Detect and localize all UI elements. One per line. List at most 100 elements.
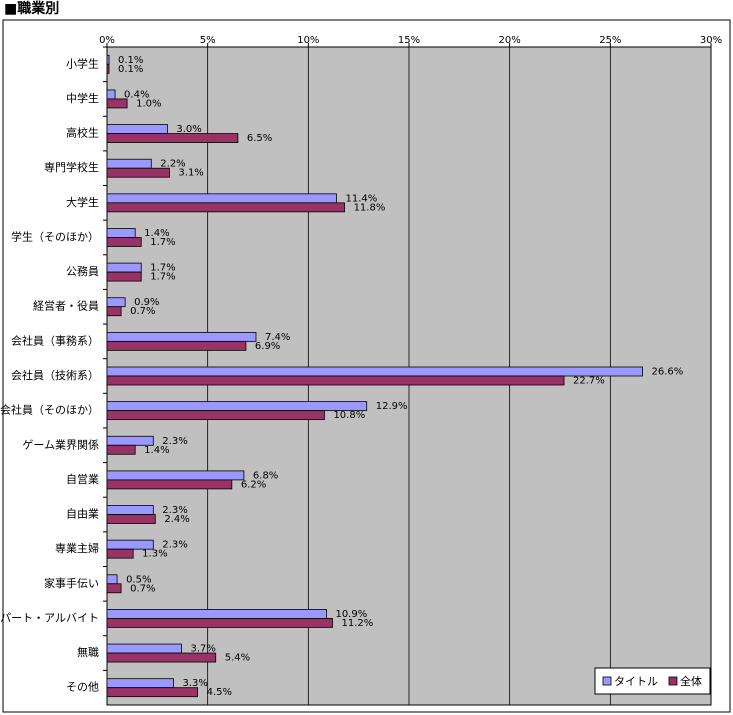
y-tick-label: 公務員 <box>66 264 99 278</box>
value-label: 6.9% <box>255 341 280 352</box>
y-tick-label: 家事手伝い <box>44 576 99 590</box>
y-tick-label: 高校生 <box>66 126 99 140</box>
value-label: 22.7% <box>573 376 605 387</box>
bar <box>106 618 333 628</box>
bar <box>106 193 337 204</box>
value-label: 1.4% <box>144 445 169 456</box>
value-label: 0.1% <box>118 64 143 75</box>
y-tick-label: 会社員（そのほか） <box>0 403 99 417</box>
value-label: 10.8% <box>333 410 365 421</box>
bar <box>106 340 247 351</box>
value-label: 0.9% <box>134 297 159 308</box>
y-tick-label: その他 <box>66 681 99 694</box>
bar <box>106 479 233 490</box>
y-tick-label: 経営者・役員 <box>33 299 99 313</box>
value-label: 0.7% <box>130 306 155 317</box>
value-label: 6.5% <box>247 133 272 144</box>
value-label: 3.3% <box>182 678 207 689</box>
bar <box>106 366 643 377</box>
value-label: 11.8% <box>354 202 386 213</box>
value-label: 1.7% <box>150 263 175 274</box>
y-tick-label: 自由業 <box>66 507 99 521</box>
value-label: 10.9% <box>335 609 367 620</box>
x-tick-label: 10% <box>297 35 319 46</box>
bar <box>106 133 239 143</box>
legend-label: タイトル <box>614 675 658 688</box>
bar <box>106 505 154 515</box>
value-label: 6.8% <box>253 470 278 481</box>
y-tick-label: 小学生 <box>66 56 99 70</box>
bar <box>106 54 110 65</box>
value-label: 0.1% <box>118 55 143 66</box>
value-label: 1.7% <box>150 237 175 248</box>
bar <box>106 583 122 594</box>
bar <box>106 237 142 247</box>
y-tick-label: 大学生 <box>66 195 99 209</box>
bar <box>106 297 126 308</box>
bar <box>106 228 136 238</box>
y-tick-label: 専業主婦 <box>55 541 99 555</box>
bar <box>106 574 118 585</box>
value-label: 1.7% <box>150 272 175 283</box>
bar <box>106 167 170 178</box>
y-tick-label: パート・アルバイト <box>0 611 99 624</box>
value-label: 1.3% <box>142 549 167 560</box>
bar <box>106 410 325 421</box>
value-label: 11.4% <box>346 193 378 204</box>
value-label: 3.0% <box>176 124 201 135</box>
bar <box>106 643 182 654</box>
y-tick-label: 学生（そのほか） <box>11 229 99 243</box>
legend-swatch <box>668 676 678 686</box>
bar <box>106 652 217 663</box>
bar <box>106 375 565 386</box>
y-tick-label: 自営業 <box>66 472 99 486</box>
value-label: 2.4% <box>164 514 189 525</box>
bar <box>106 98 128 109</box>
bar <box>106 331 257 342</box>
value-label: 4.5% <box>207 687 232 698</box>
value-label: 7.4% <box>265 332 290 343</box>
legend-swatch <box>602 676 612 686</box>
value-label: 2.2% <box>160 159 185 170</box>
bar <box>106 262 142 273</box>
y-tick-label: ゲーム業界関係 <box>22 438 99 451</box>
value-label: 3.1% <box>178 168 203 179</box>
chart-title: ■職業別 <box>4 0 59 17</box>
x-tick-label: 0% <box>99 35 115 46</box>
y-tick-label: 会社員（技術系） <box>11 368 99 382</box>
legend-label: 全体 <box>680 674 702 688</box>
x-tick-label: 25% <box>599 35 621 46</box>
y-tick-label: 会社員（事務系） <box>11 333 99 347</box>
bar <box>106 470 245 481</box>
bar <box>106 609 327 619</box>
bar <box>106 444 136 455</box>
value-label: 0.5% <box>126 574 151 585</box>
bar <box>106 548 134 559</box>
value-label: 2.3% <box>162 436 187 447</box>
bar <box>106 678 174 689</box>
value-label: 5.4% <box>225 653 250 664</box>
value-label: 1.0% <box>136 98 161 109</box>
value-label: 3.7% <box>190 644 215 655</box>
bar <box>106 514 156 524</box>
y-tick-label: 中学生 <box>66 91 99 105</box>
value-label: 0.7% <box>130 583 155 594</box>
y-tick-label: 無職 <box>77 645 99 659</box>
bar <box>106 158 152 169</box>
value-label: 0.4% <box>124 89 149 100</box>
value-label: 6.2% <box>241 479 266 490</box>
value-label: 12.9% <box>376 401 408 412</box>
bar <box>106 202 345 213</box>
x-tick-label: 15% <box>398 35 420 46</box>
value-label: 2.3% <box>162 540 187 551</box>
bar <box>106 687 198 698</box>
value-label: 26.6% <box>652 367 684 378</box>
y-tick-label: 専門学校生 <box>44 160 99 174</box>
legend-box <box>594 667 711 695</box>
bar <box>106 271 142 282</box>
value-label: 11.2% <box>341 618 373 629</box>
bar <box>106 89 116 100</box>
bar <box>106 63 110 74</box>
bar <box>106 124 168 134</box>
